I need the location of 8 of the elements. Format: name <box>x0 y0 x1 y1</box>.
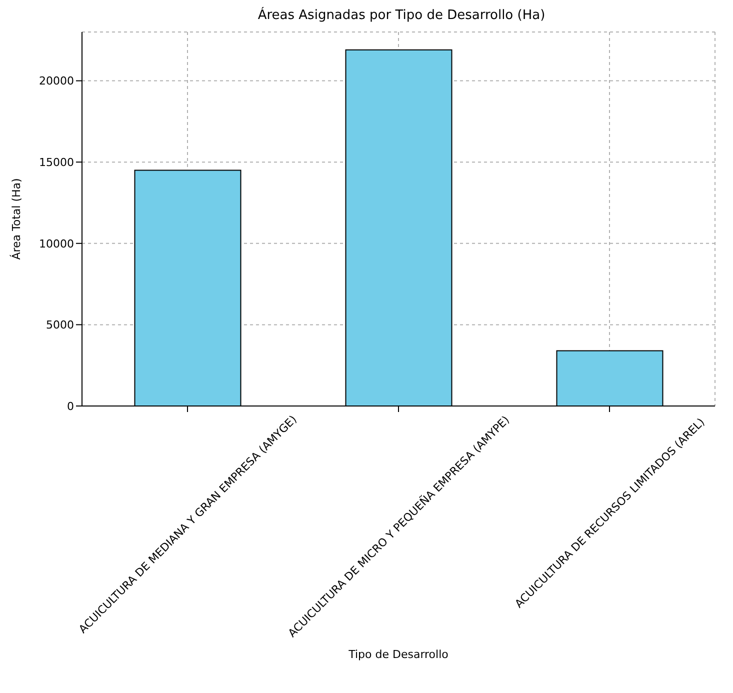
x-axis-title: Tipo de Desarrollo <box>348 648 449 661</box>
y-axis-title: Área Total (Ha) <box>8 178 23 260</box>
chart-title: Áreas Asignadas por Tipo de Desarrollo (Ha) <box>256 8 546 25</box>
y-tick-label: 5000 <box>46 318 74 332</box>
y-tick-label: 20000 <box>39 74 74 88</box>
y-tick-label: 10000 <box>39 237 74 250</box>
y-tick-label: 0 <box>67 400 74 413</box>
y-tick-label: 15000 <box>39 156 74 169</box>
